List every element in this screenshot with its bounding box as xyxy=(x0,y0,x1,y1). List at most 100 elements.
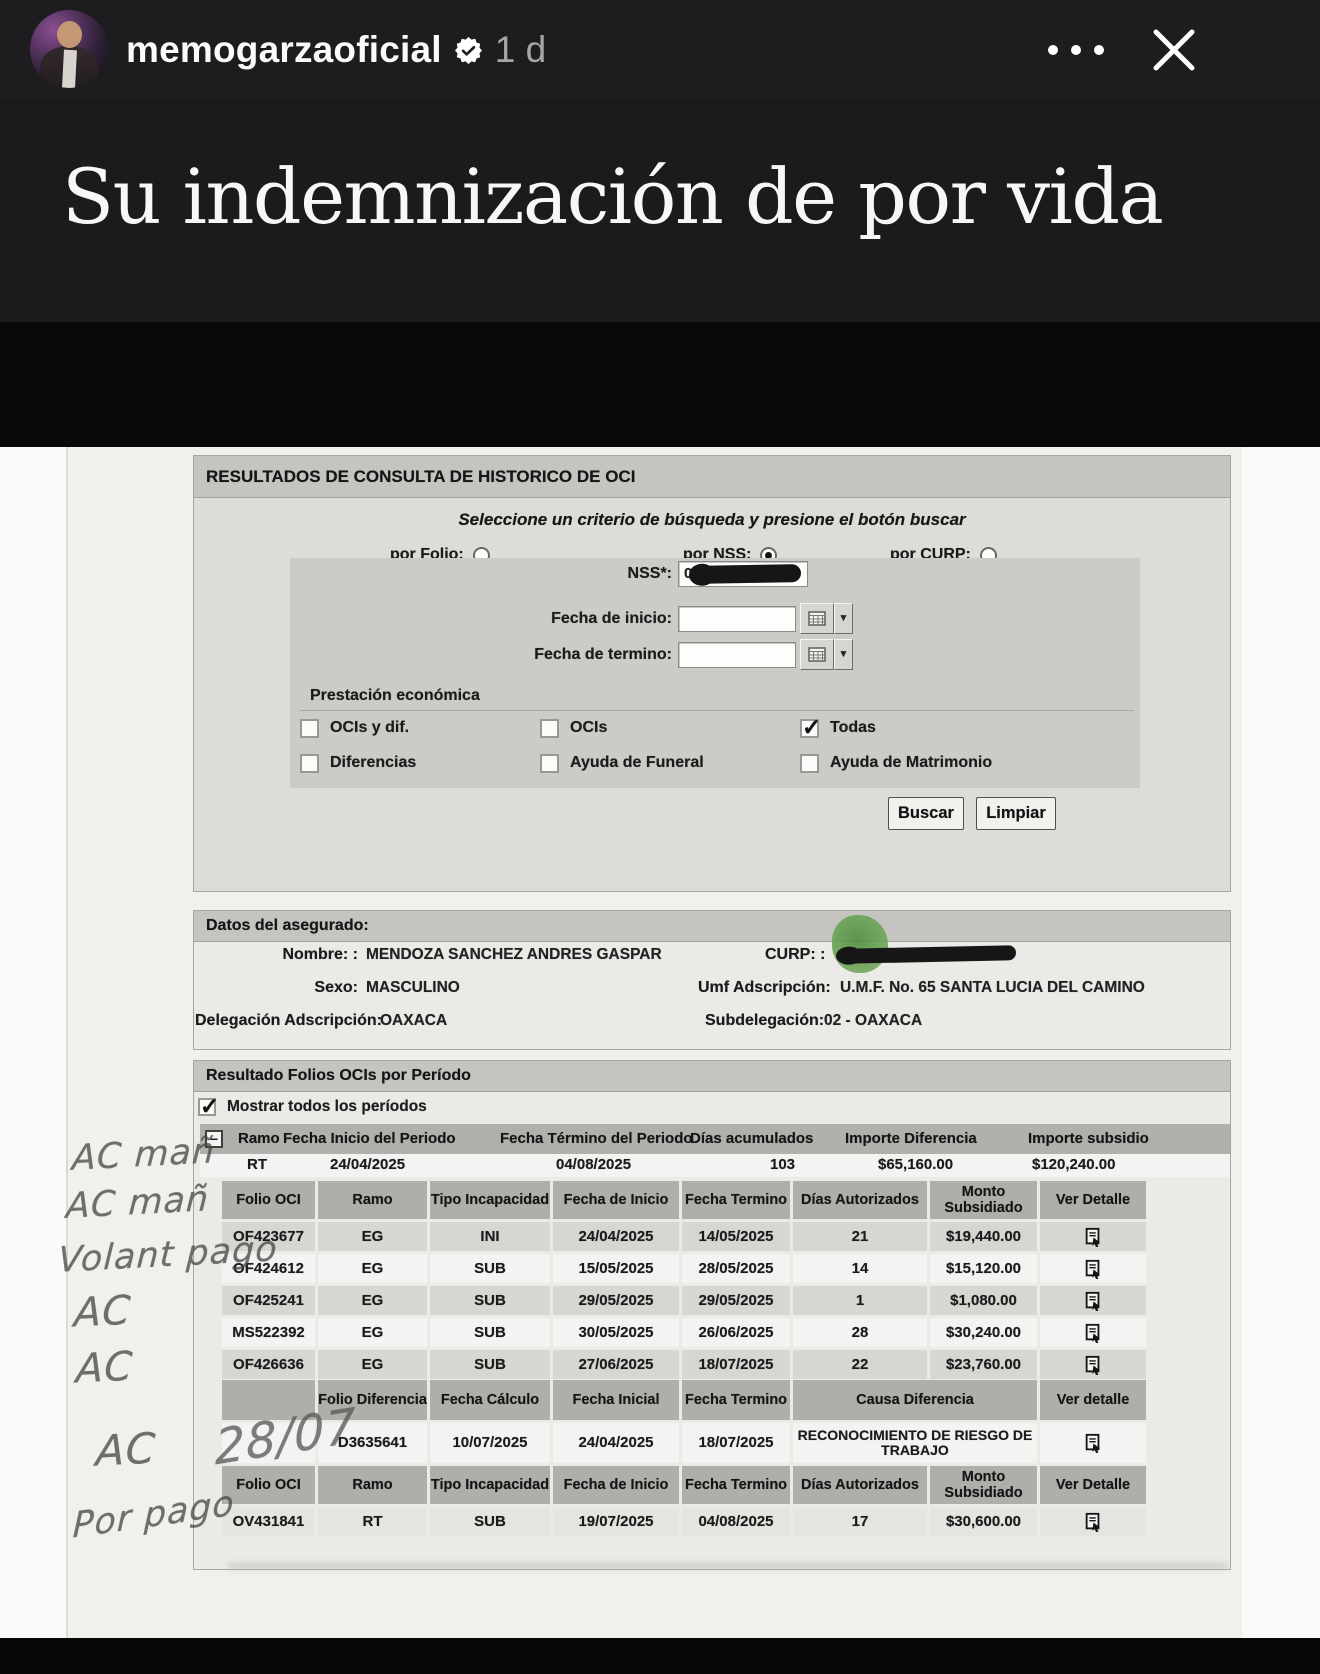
fecha-termino-dropdown-icon[interactable]: ▼ xyxy=(834,639,853,670)
ver-detalle-icon[interactable] xyxy=(1040,1350,1146,1379)
ver-detalle-icon[interactable] xyxy=(1040,1423,1146,1463)
checkbox-mostrar-todos[interactable]: Mostrar todos los períodos xyxy=(198,1093,427,1120)
curp-label: CURP: : xyxy=(765,946,826,963)
fecha-termino-input[interactable] xyxy=(678,642,796,668)
cell: OF423677 xyxy=(222,1222,315,1251)
cell: $30,240.00 xyxy=(930,1318,1037,1347)
divider xyxy=(300,710,1134,711)
resumen-value: 04/08/2025 xyxy=(556,1156,632,1173)
more-options-icon[interactable] xyxy=(1040,30,1112,70)
col-header: Fecha Termino xyxy=(682,1181,790,1219)
checkbox-label: OCIs y dif. xyxy=(330,719,410,736)
fecha-inicio-calendar-icon[interactable] xyxy=(800,603,834,634)
cell: 14/05/2025 xyxy=(682,1222,790,1251)
cell: 21 xyxy=(793,1222,927,1251)
checkbox-ocis-y-dif[interactable]: OCIs y dif. xyxy=(300,719,409,738)
umf-value: U.M.F. No. 65 SANTA LUCIA DEL CAMINO xyxy=(840,979,1145,996)
checkbox-label: Diferencias xyxy=(330,754,417,771)
collapse-icon[interactable] xyxy=(205,1130,223,1148)
resumen-value: $65,160.00 xyxy=(878,1156,954,1173)
ver-detalle-icon[interactable] xyxy=(1040,1222,1146,1251)
resumen-header: Fecha Término del Periodo xyxy=(500,1130,693,1147)
resumen-header: Días acumulados xyxy=(690,1130,814,1147)
fecha-inicio-input[interactable] xyxy=(678,606,796,632)
ver-detalle-icon[interactable] xyxy=(1040,1318,1146,1347)
cell: 15/05/2025 xyxy=(553,1254,679,1283)
checkbox-todas[interactable]: Todas xyxy=(800,714,876,741)
cell: SUB xyxy=(430,1507,550,1536)
checkbox-box[interactable] xyxy=(300,719,319,738)
col-header: Fecha de Inicio xyxy=(553,1466,679,1504)
checkbox-box[interactable] xyxy=(198,1093,219,1120)
checkbox-ayuda-funeral[interactable]: Ayuda de Funeral xyxy=(540,754,704,773)
avatar[interactable] xyxy=(30,10,108,88)
cell: 19/07/2025 xyxy=(553,1507,679,1536)
sexo-label: Sexo: xyxy=(314,979,358,996)
col-header: Ramo xyxy=(318,1466,427,1504)
nombre-value: MENDOZA SANCHEZ ANDRES GASPAR xyxy=(366,946,662,963)
cell: INI xyxy=(430,1222,550,1251)
cell: EG xyxy=(318,1286,427,1315)
form-subtitle: Seleccione un criterio de búsqueda y pre… xyxy=(458,510,966,529)
resumen-value: 103 xyxy=(770,1156,796,1173)
resumen-value: $120,240.00 xyxy=(1032,1156,1116,1173)
handwriting-note: AC mañ xyxy=(65,1179,211,1227)
story-timestamp: 1 d xyxy=(494,29,547,70)
cell: 24/04/2025 xyxy=(553,1423,679,1463)
fecha-termino-calendar-icon[interactable] xyxy=(800,639,834,670)
dot xyxy=(1094,45,1104,55)
cell: D3635641 xyxy=(318,1423,427,1463)
cell: SUB xyxy=(430,1254,550,1283)
cell: 04/08/2025 xyxy=(682,1507,790,1536)
fecha-inicio-dropdown-icon[interactable]: ▼ xyxy=(834,603,853,634)
nss-input[interactable]: 0 xyxy=(678,561,808,587)
cell: EG xyxy=(318,1222,427,1251)
cell: 14 xyxy=(793,1254,927,1283)
col-header: Días Autorizados xyxy=(793,1466,927,1504)
umf-label: Umf Adscripción: xyxy=(698,979,831,996)
limpiar-button[interactable]: Limpiar xyxy=(976,797,1056,830)
buscar-button[interactable]: Buscar xyxy=(888,797,964,830)
col-header: Fecha Termino xyxy=(682,1466,790,1504)
cell: 18/07/2025 xyxy=(682,1423,790,1463)
cell: 30/05/2025 xyxy=(553,1318,679,1347)
cell: 1 xyxy=(793,1286,927,1315)
resumen-header-row: Ramo Fecha Inicio del Periodo Fecha Térm… xyxy=(200,1124,1230,1154)
resumen-header: Fecha Inicio del Periodo xyxy=(283,1130,456,1147)
form-header-text: RESULTADOS DE CONSULTA DE HISTORICO DE O… xyxy=(206,466,636,486)
username[interactable]: memogarzaoficial xyxy=(126,29,442,70)
col-header: Folio Diferencia xyxy=(318,1380,427,1420)
subdelegacion-value: 02 - OAXACA xyxy=(824,1012,923,1029)
delegacion-value: OAXACA xyxy=(380,1012,448,1029)
checkbox-box[interactable] xyxy=(300,754,319,773)
resumen-header: Ramo xyxy=(238,1130,280,1147)
ver-detalle-icon[interactable] xyxy=(1040,1286,1146,1315)
handwriting-note: AC xyxy=(72,1287,133,1337)
cell: RECONOCIMIENTO DE RIESGO DE TRABAJO xyxy=(793,1423,1037,1463)
handwriting-note: AC xyxy=(74,1343,135,1393)
close-icon[interactable] xyxy=(1142,18,1206,82)
cell: $15,120.00 xyxy=(930,1254,1037,1283)
ver-detalle-icon[interactable] xyxy=(1040,1507,1146,1536)
checkbox-box[interactable] xyxy=(800,714,821,741)
col-header: Fecha Inicial xyxy=(553,1380,679,1420)
ver-detalle-icon[interactable] xyxy=(1040,1254,1146,1283)
checkbox-diferencias[interactable]: Diferencias xyxy=(300,754,416,773)
page-title: Su indemnización de por vida xyxy=(62,152,1164,241)
cell: $23,760.00 xyxy=(930,1350,1037,1379)
cell: SUB xyxy=(430,1286,550,1315)
resumen-value: RT xyxy=(247,1156,267,1173)
checkbox-box[interactable] xyxy=(540,754,559,773)
checkbox-ayuda-matrimonio[interactable]: Ayuda de Matrimonio xyxy=(800,754,992,773)
col-header: Monto Subsidiado xyxy=(930,1466,1037,1504)
cell: OF425241 xyxy=(222,1286,315,1315)
cell-handwritten-area xyxy=(222,1423,315,1463)
checkbox-box[interactable] xyxy=(800,754,819,773)
prestacion-label: Prestación económica xyxy=(310,687,480,704)
handwriting-note: AC mañ xyxy=(71,1131,217,1179)
checkbox-box[interactable] xyxy=(540,719,559,738)
checkbox-ocis[interactable]: OCIs xyxy=(540,719,607,738)
cell: 22 xyxy=(793,1350,927,1379)
col-header: Fecha Termino xyxy=(682,1380,790,1420)
resumen-header: Importe subsidio xyxy=(1028,1130,1149,1147)
